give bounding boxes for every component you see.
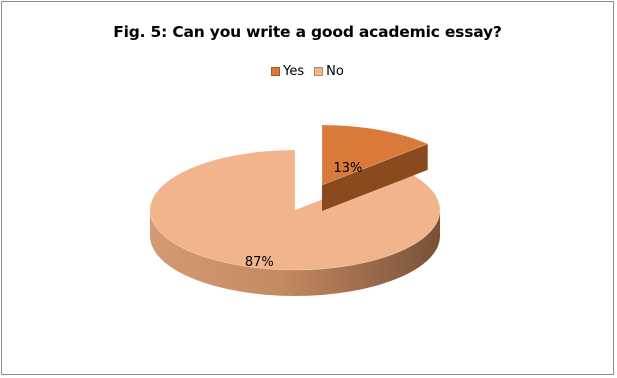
pie-slice-cut-yes	[322, 143, 428, 211]
chart-title: Fig. 5: Can you write a good academic es…	[113, 23, 502, 41]
legend-item-no: No	[314, 64, 344, 79]
legend-label-yes: Yes	[283, 64, 305, 79]
legend-label-no: No	[326, 64, 344, 79]
legend-swatch-yes	[271, 67, 281, 76]
chart-legend: Yes No	[2, 64, 613, 79]
pie-data-labels: 13% 87%	[245, 161, 363, 270]
legend-swatch-no	[314, 67, 324, 76]
data-label-no: 87%	[245, 255, 274, 270]
pie-slice-no	[149, 149, 441, 271]
pie-slices	[149, 124, 441, 296]
pie-slice-side-no	[150, 210, 440, 296]
legend-item-yes: Yes	[271, 64, 304, 79]
pie-slice-yes	[321, 124, 429, 186]
data-label-yes: 13%	[333, 161, 362, 176]
